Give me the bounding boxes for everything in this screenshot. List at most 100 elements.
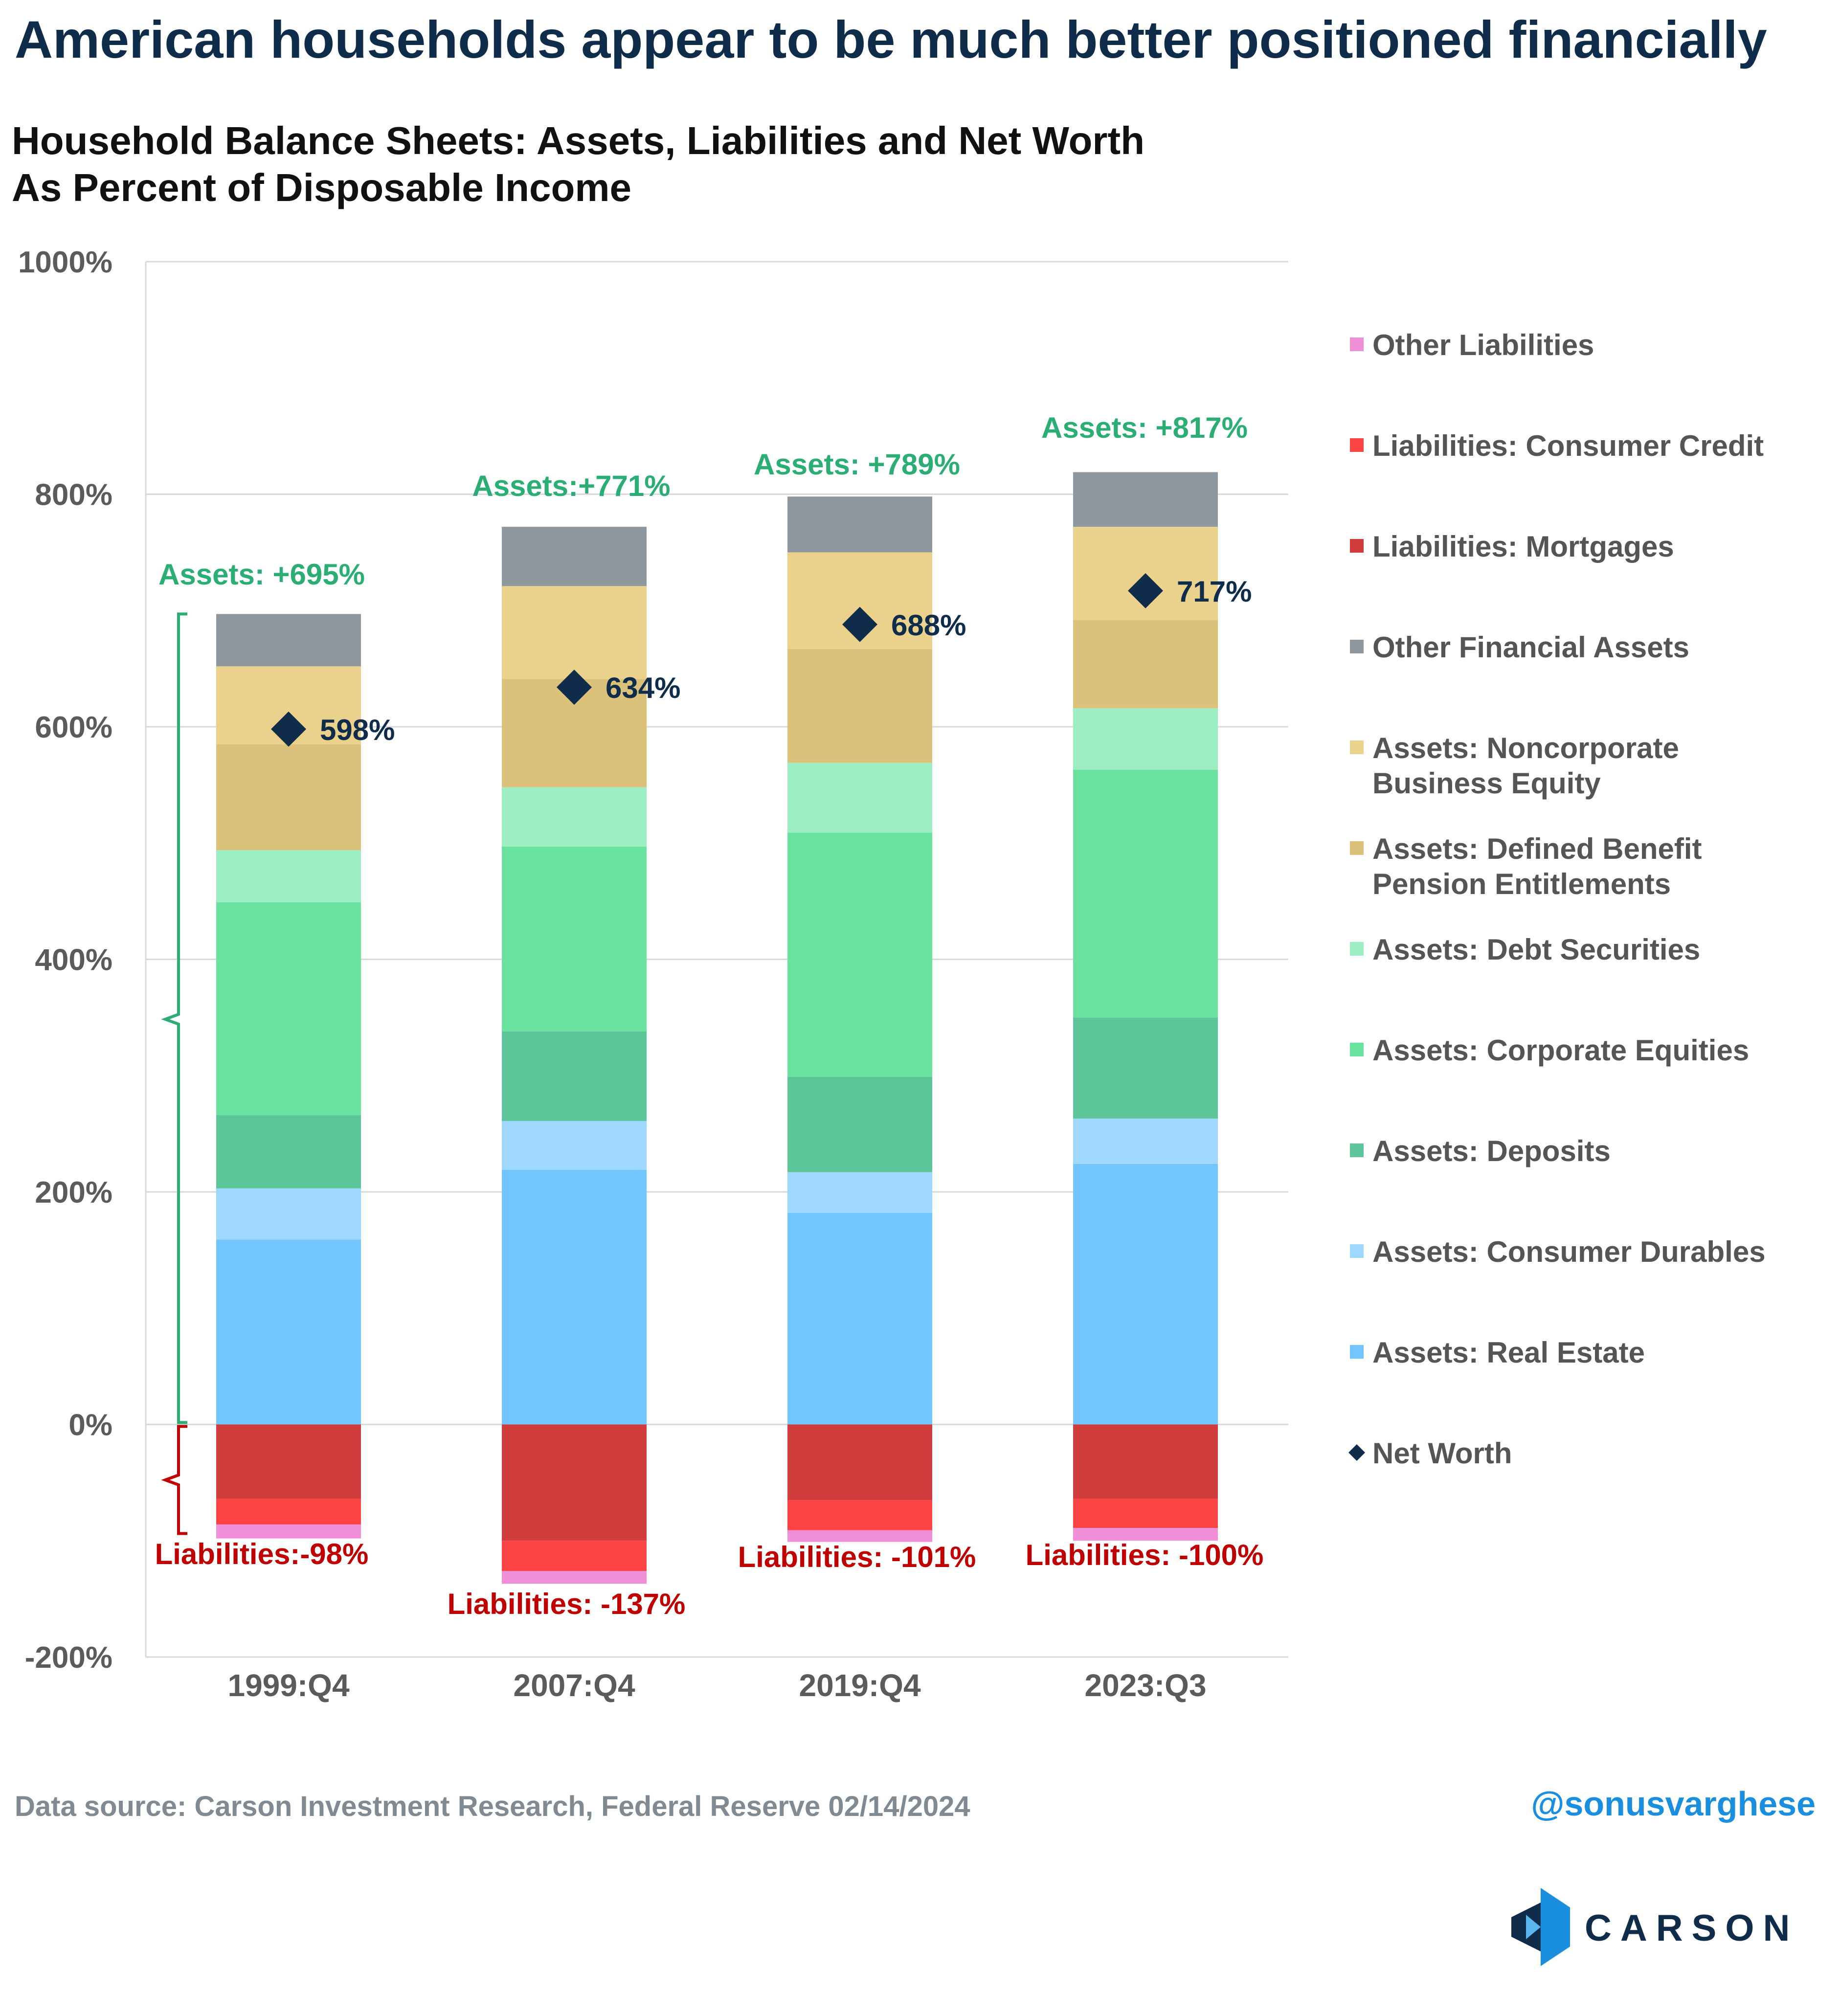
- legend-swatch: [1350, 1345, 1364, 1359]
- legend-swatch: [1350, 1244, 1364, 1258]
- bar-segment: [502, 1571, 647, 1584]
- bar-segment: [787, 1530, 932, 1542]
- bar-segment: [502, 787, 647, 847]
- legend-label: Assets: Consumer Durables: [1372, 1235, 1766, 1268]
- brackets: [161, 612, 187, 1535]
- assets-bracket: [161, 612, 187, 1424]
- legend-item: Net Worth: [1348, 1436, 1512, 1471]
- net-worth-marker: [271, 711, 306, 747]
- stacked-bar-chart: -200% 0% 200% 400% 600% 800% 1000% 1999:Q4 2007:…: [18, 246, 1288, 1703]
- bar-segment: [787, 832, 932, 1077]
- legend-item: Assets: Corporate Equities: [1350, 1033, 1749, 1068]
- bar-segment: [787, 1500, 932, 1530]
- liabilities-total-label: Liabilities:-98%: [155, 1538, 369, 1570]
- liabilities-bracket: [161, 1425, 187, 1535]
- bar-segment: [502, 1120, 647, 1170]
- legend-label: Net Worth: [1372, 1437, 1512, 1470]
- legend-label: Assets: Deposits: [1372, 1135, 1611, 1167]
- legend-swatch: [1350, 1043, 1364, 1056]
- bar-segment: [1073, 1119, 1218, 1164]
- subtitle-line-1: Household Balance Sheets: Assets, Liabil…: [12, 119, 1145, 162]
- logo-mark-back: [1541, 1888, 1570, 1966]
- net-worth-label: 688%: [891, 609, 966, 642]
- legend-swatch: [1350, 640, 1364, 653]
- liabilities-total-label: Liabilities: -101%: [738, 1541, 976, 1573]
- assets-total-label: Assets: +789%: [754, 448, 960, 481]
- bar-segment: [216, 1239, 361, 1425]
- legend-label: Other Liabilities: [1372, 329, 1594, 361]
- bar-segment: [502, 527, 647, 586]
- legend-label: Assets: Corporate Equities: [1372, 1034, 1750, 1067]
- bar-segment: [502, 1541, 647, 1571]
- bar-segment: [1073, 1499, 1218, 1528]
- legend-swatch: [1350, 337, 1364, 351]
- legend-swatch: [1350, 438, 1364, 452]
- legend-item: Assets: Consumer Durables: [1350, 1234, 1766, 1270]
- bar-segment: [1073, 1528, 1218, 1541]
- bar-segment: [216, 1115, 361, 1188]
- assets-total-label: Assets: +695%: [158, 558, 365, 591]
- bar-segment: [787, 762, 932, 833]
- assets-total-label: Assets:+771%: [472, 470, 670, 502]
- legend-label: Other Financial Assets: [1372, 631, 1689, 664]
- y-tick-label: 0%: [68, 1409, 112, 1442]
- legend-diamond-icon: [1348, 1444, 1365, 1461]
- legend-item: Assets: Debt Securities: [1350, 932, 1700, 967]
- bar-segment: [787, 1076, 932, 1172]
- author-handle[interactable]: @sonusvarghese: [1531, 1785, 1816, 1823]
- net-worth-label: 634%: [606, 672, 680, 704]
- data-source: Data source: Carson Investment Research,…: [15, 1791, 970, 1822]
- net-worth-marker: [557, 670, 592, 705]
- bar-segment: [787, 496, 932, 553]
- legend-label: Liabilities: Consumer Credit: [1372, 429, 1764, 462]
- liabilities-total-label: Liabilities: -137%: [448, 1588, 686, 1620]
- legend-item: Assets: Noncorporate Business Equity: [1350, 731, 1813, 801]
- y-tick-label: 600%: [35, 711, 112, 744]
- bar-segment: [216, 1499, 361, 1524]
- y-tick-label: -200%: [25, 1641, 112, 1675]
- bar-segment: [1073, 708, 1218, 770]
- net-worth-marker: [1128, 573, 1163, 608]
- chart-labels: -200% 0% 200% 400% 600% 800% 1000% 1999:Q4 2007:…: [18, 246, 1263, 1703]
- legend-item: Assets: Defined Benefit Pension Entitlem…: [1350, 831, 1813, 902]
- legend-label: Assets: Defined Benefit Pension Entitlem…: [1372, 832, 1702, 900]
- legend-label: Assets: Real Estate: [1372, 1336, 1645, 1369]
- bar-segment: [216, 1424, 361, 1499]
- bar-segment: [216, 850, 361, 903]
- bar-segment: [502, 1031, 647, 1121]
- y-tick-label: 400%: [35, 943, 112, 977]
- y-tick-label: 800%: [35, 478, 112, 512]
- legend-label: Assets: Debt Securities: [1372, 933, 1701, 966]
- bar-segment: [216, 1188, 361, 1240]
- bar-segment: [787, 1212, 932, 1425]
- legend-swatch: [1350, 539, 1364, 553]
- bar-segment: [216, 744, 361, 851]
- legend-swatch: [1350, 740, 1364, 754]
- legend-item: Assets: Real Estate: [1350, 1335, 1645, 1370]
- subtitle-line-2: As Percent of Disposable Income: [12, 166, 632, 209]
- legend-swatch: [1350, 942, 1364, 956]
- bar-segment: [502, 1424, 647, 1541]
- legend-item: Assets: Deposits: [1350, 1134, 1611, 1169]
- bar-segment: [1073, 1424, 1218, 1499]
- bar-segment: [216, 902, 361, 1116]
- bar-segment: [1073, 1164, 1218, 1425]
- bar-segment: [502, 586, 647, 679]
- bar-segment: [502, 1169, 647, 1425]
- bar-segment: [787, 649, 932, 763]
- x-tick-label: 2023:Q3: [1084, 1668, 1206, 1703]
- bar-segment: [1073, 472, 1218, 527]
- net-worth-label: 717%: [1177, 575, 1252, 608]
- bar-segment: [502, 846, 647, 1031]
- main-title: American households appear to be much be…: [15, 10, 1767, 69]
- legend-item: Liabilities: Consumer Credit: [1350, 428, 1764, 464]
- logo-mark-notch: [1526, 1915, 1541, 1939]
- y-tick-label: 1000%: [18, 246, 112, 279]
- net-worth-markers: [271, 573, 1163, 747]
- legend-item: Other Financial Assets: [1350, 630, 1689, 665]
- x-tick-label: 2007:Q4: [513, 1668, 635, 1703]
- legend-item: Other Liabilities: [1350, 328, 1594, 363]
- bar-segment: [787, 1424, 932, 1501]
- legend-item: Liabilities: Mortgages: [1350, 529, 1674, 564]
- x-tick-label: 1999:Q4: [227, 1668, 349, 1703]
